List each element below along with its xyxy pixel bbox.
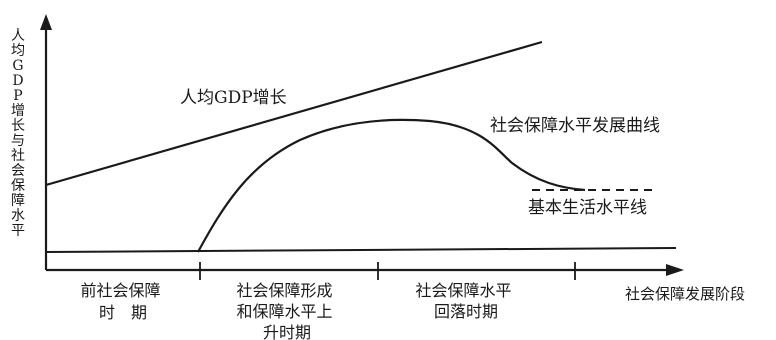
x-axis-title: 社会保障发展阶段 [625,285,745,303]
y-axis-title-char: 均 [11,43,25,59]
social-security-curve [197,118,586,253]
y-axis-title-char: 会 [11,163,25,179]
basic-living-label: 基本生活水平线 [528,198,647,218]
stage-label-formation: 社会保障形成 和保障水平上 升时期 [236,281,337,340]
y-axis-title-char: 障 [11,193,25,209]
y-axis-title-char: G [12,58,23,74]
y-axis-title-char: 社 [11,148,25,164]
y-axis-title-char: D [12,73,23,89]
gdp-growth-label: 人均GDP增长 [180,88,287,108]
stage-label-pre: 前社会保障 时 期 [80,281,165,322]
y-axis-title: 人均 G D P 增长与社会保障水平 [11,28,25,239]
y-axis-title-char: P [13,88,22,104]
y-axis-title-char: 增 [11,103,25,119]
y-axis-title-char: 人 [11,28,25,44]
x-axis-arrowhead [666,264,684,276]
baseline [45,247,677,253]
y-axis-title-char: 与 [11,133,25,149]
social-security-curve-label: 社会保障水平发展曲线 [490,116,660,136]
gdp-growth-line [45,40,543,187]
y-axis-title-char: 长 [11,118,25,134]
stage-label-decline: 社会保障水平 回落时期 [415,281,516,321]
y-axis-arrowhead [40,14,52,30]
y-axis-title-char: 保 [11,178,25,194]
y-axis-title-char: 水 [11,208,25,224]
y-axis-title-char: 平 [11,223,25,239]
